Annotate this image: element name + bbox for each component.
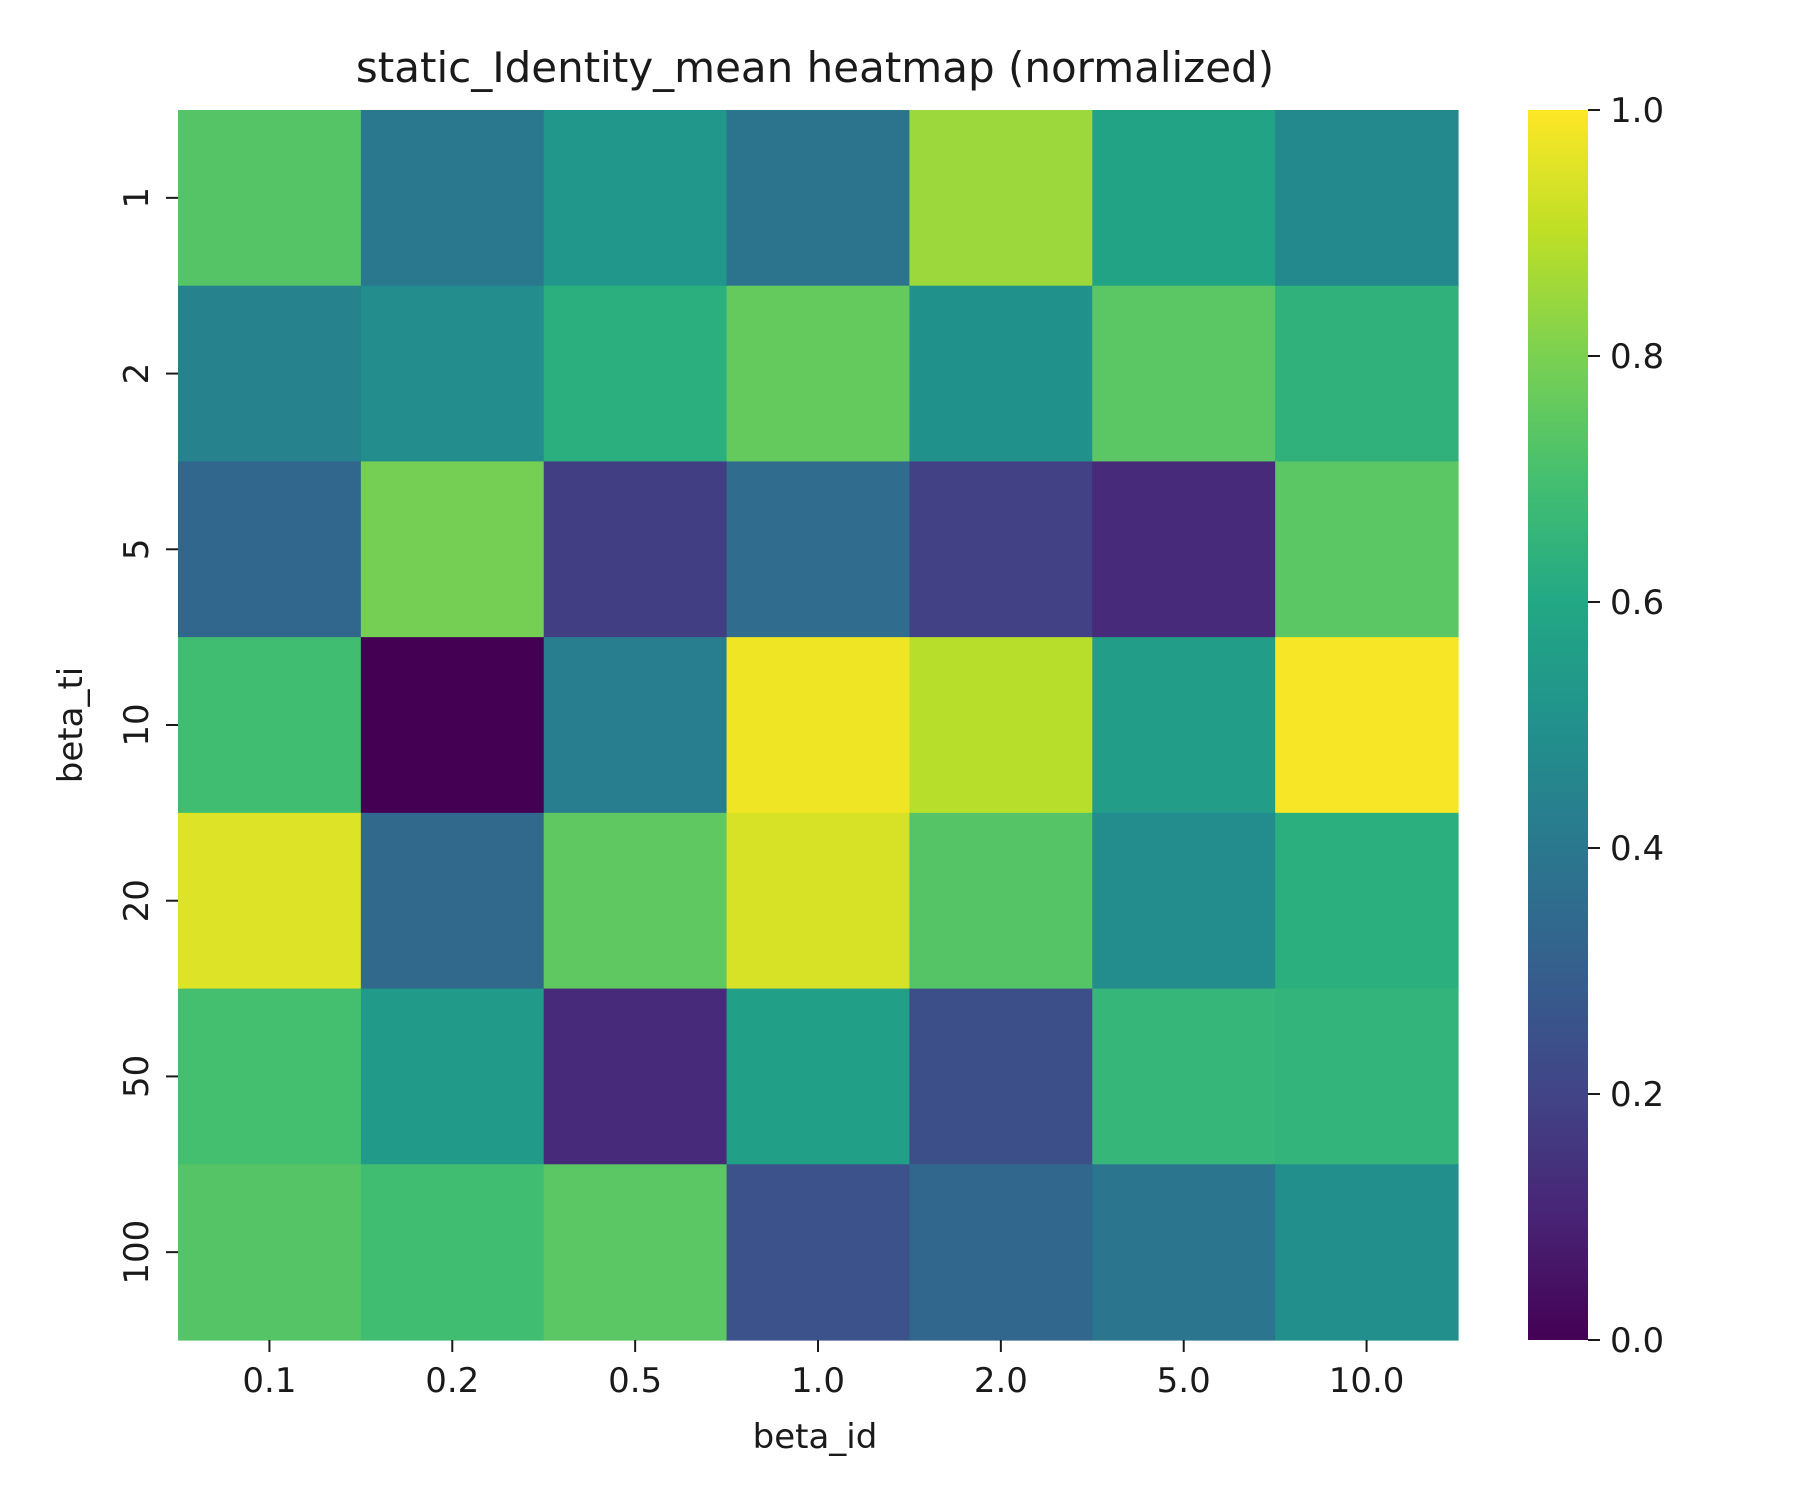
heatmap-cell-r6-c0 — [178, 1164, 362, 1341]
x-tick-label: 0.1 — [242, 1361, 296, 1401]
heatmap-cell-r5-c2 — [543, 988, 728, 1165]
heatmap-cell-r1-c6 — [1275, 285, 1459, 463]
heatmap-cell-r4-c3 — [726, 812, 911, 990]
y-tick-label: 10 — [117, 703, 157, 746]
heatmap-cell-r2-c3 — [726, 461, 911, 638]
heatmap-cell-r5-c5 — [1092, 988, 1276, 1165]
heatmap-cell-r4-c6 — [1275, 812, 1459, 990]
heatmap-cell-r5-c4 — [909, 988, 1093, 1165]
heatmap-cell-r6-c4 — [909, 1164, 1093, 1341]
heatmap-cell-r6-c5 — [1092, 1164, 1276, 1341]
heatmap-cell-r6-c3 — [726, 1164, 911, 1341]
x-axis-label: beta_id — [753, 1417, 878, 1457]
heatmap-cell-r2-c5 — [1092, 461, 1276, 638]
colorbar-ticks: 0.0 0.2 0.4 0.6 0.8 1.0 — [1588, 91, 1664, 1361]
heatmap-cell-r4-c0 — [178, 812, 362, 990]
chart-title: static_Identity_mean heatmap (normalized… — [356, 43, 1274, 92]
y-tick-label: 1 — [117, 187, 157, 209]
heatmap-cell-r1-c5 — [1092, 285, 1276, 463]
x-axis-ticks: 0.1 0.2 0.5 1.0 2.0 5.0 10.0 — [242, 1340, 1404, 1401]
heatmap-cell-r1-c4 — [909, 285, 1093, 463]
heatmap-cell-r0-c2 — [543, 110, 728, 287]
heatmap-cell-r2-c1 — [360, 461, 545, 638]
colorbar-tick-label: 0.4 — [1610, 829, 1664, 869]
heatmap-cell-r5-c3 — [726, 988, 911, 1165]
heatmap-cell-r1-c0 — [178, 285, 362, 463]
heatmap-cell-r0-c1 — [360, 110, 545, 287]
x-tick-label: 2.0 — [974, 1361, 1028, 1401]
heatmap-cell-r5-c0 — [178, 988, 362, 1165]
heatmap-cell-r3-c0 — [178, 637, 362, 814]
colorbar-tick-label: 1.0 — [1610, 91, 1664, 131]
heatmap-cell-r3-c3 — [726, 637, 911, 814]
heatmap-cell-r6-c6 — [1275, 1164, 1459, 1341]
heatmap-cell-r3-c6 — [1275, 637, 1459, 814]
y-tick-label: 50 — [117, 1055, 157, 1098]
heatmap-cell-r3-c5 — [1092, 637, 1276, 814]
heatmap-cell-r2-c4 — [909, 461, 1093, 638]
heatmap-cell-r3-c1 — [360, 637, 545, 814]
y-tick-label: 2 — [117, 363, 157, 385]
y-axis-label: beta_ti — [51, 667, 91, 783]
heatmap-cell-r4-c2 — [543, 812, 728, 990]
heatmap-cell-r1-c1 — [360, 285, 545, 463]
x-tick-label: 5.0 — [1157, 1361, 1211, 1401]
heatmap-cell-r3-c2 — [543, 637, 728, 814]
y-tick-label: 100 — [117, 1220, 157, 1285]
heatmap-cell-r4-c5 — [1092, 812, 1276, 990]
x-tick-label: 0.5 — [608, 1361, 662, 1401]
x-tick-label: 0.2 — [425, 1361, 479, 1401]
heatmap-cell-r1-c2 — [543, 285, 728, 463]
heatmap-cell-r0-c3 — [726, 110, 911, 287]
heatmap-cell-r0-c6 — [1275, 110, 1459, 287]
x-tick-label: 10.0 — [1329, 1361, 1405, 1401]
heatmap-cell-r4-c1 — [360, 812, 545, 990]
heatmap-cell-r2-c2 — [543, 461, 728, 638]
x-tick-label: 1.0 — [791, 1361, 845, 1401]
heatmap-cell-r5-c1 — [360, 988, 545, 1165]
heatmap-cell-r6-c1 — [360, 1164, 545, 1341]
heatmap-cell-r1-c3 — [726, 285, 911, 463]
heatmap-cell-r5-c6 — [1275, 988, 1459, 1165]
heatmap-cells — [178, 110, 1459, 1341]
y-tick-label: 5 — [117, 538, 157, 560]
heatmap-cell-r2-c0 — [178, 461, 362, 638]
heatmap-cell-r6-c2 — [543, 1164, 728, 1341]
heatmap-cell-r0-c0 — [178, 110, 362, 287]
heatmap-cell-r2-c6 — [1275, 461, 1459, 638]
heatmap-cell-r4-c4 — [909, 812, 1093, 990]
y-tick-label: 20 — [117, 879, 157, 922]
y-axis-ticks: 1 2 5 10 20 50 100 — [117, 187, 178, 1285]
heatmap-cell-r0-c4 — [909, 110, 1093, 287]
colorbar-tick-label: 0.8 — [1610, 337, 1664, 377]
heatmap-cell-r3-c4 — [909, 637, 1093, 814]
colorbar-tick-label: 0.2 — [1610, 1075, 1664, 1115]
colorbar-tick-label: 0.6 — [1610, 583, 1664, 623]
colorbar — [1528, 110, 1588, 1340]
heatmap-cell-r0-c5 — [1092, 110, 1276, 287]
colorbar-tick-label: 0.0 — [1610, 1321, 1664, 1361]
